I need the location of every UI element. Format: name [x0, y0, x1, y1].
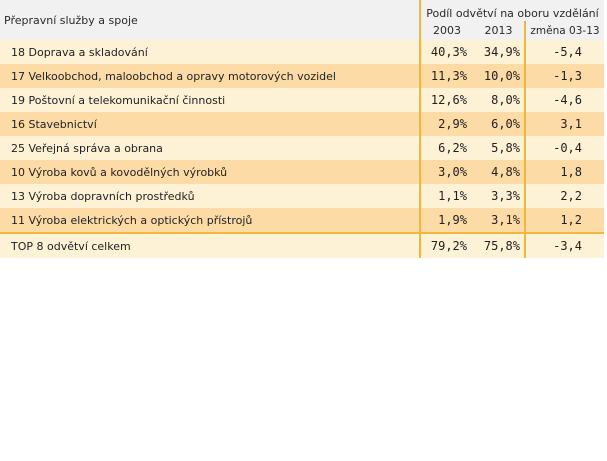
table-row: 18 Doprava a skladování 40,3% 34,9% -5,4	[0, 40, 604, 64]
row-label: 25 Veřejná správa a obrana	[0, 136, 420, 160]
value-2013: 3,3%	[473, 184, 525, 208]
value-2003: 2,9%	[419, 112, 473, 136]
total-change: -3,4	[524, 232, 604, 258]
value-2003: 12,6%	[419, 88, 473, 112]
value-2003: 40,3%	[419, 40, 473, 64]
value-2013: 4,8%	[473, 160, 525, 184]
value-change: -5,4	[524, 40, 604, 64]
total-2003: 79,2%	[419, 232, 473, 258]
total-label: TOP 8 odvětví celkem	[0, 232, 420, 258]
change-header: změna 03-13	[524, 21, 604, 40]
value-change: -1,3	[524, 64, 604, 88]
row-label: 10 Výroba kovů a kovodělných výrobků	[0, 160, 420, 184]
row-label: 16 Stavebnictví	[0, 112, 420, 136]
value-2013: 5,8%	[473, 136, 525, 160]
value-2013: 8,0%	[473, 88, 525, 112]
value-2003: 1,9%	[419, 208, 473, 233]
row-label: 17 Velkoobchod, maloobchod a opravy moto…	[0, 64, 420, 88]
table-row: 10 Výroba kovů a kovodělných výrobků 3,0…	[0, 160, 604, 184]
category-header: Přepravní služby a spoje	[0, 0, 420, 40]
table-row: 25 Veřejná správa a obrana 6,2% 5,8% -0,…	[0, 136, 604, 160]
year-2003-header: 2003	[419, 21, 473, 40]
row-label: 19 Poštovní a telekomunikační činnosti	[0, 88, 420, 112]
value-2013: 6,0%	[473, 112, 525, 136]
table-body: 18 Doprava a skladování 40,3% 34,9% -5,4…	[0, 40, 604, 258]
row-label: 11 Výroba elektrických a optických příst…	[0, 208, 420, 233]
value-change: 2,2	[524, 184, 604, 208]
table-row: 11 Výroba elektrických a optických příst…	[0, 208, 604, 233]
group-header: Podíl odvětví na oboru vzdělání	[419, 0, 604, 21]
table-row: 13 Výroba dopravních prostředků 1,1% 3,3…	[0, 184, 604, 208]
value-2013: 10,0%	[473, 64, 525, 88]
value-2003: 11,3%	[419, 64, 473, 88]
value-change: 3,1	[524, 112, 604, 136]
value-2003: 6,2%	[419, 136, 473, 160]
year-2013-header: 2013	[473, 21, 525, 40]
table-row: 19 Poštovní a telekomunikační činnosti 1…	[0, 88, 604, 112]
row-label: 18 Doprava a skladování	[0, 40, 420, 64]
total-row: TOP 8 odvětví celkem 79,2% 75,8% -3,4	[0, 232, 604, 258]
value-change: -4,6	[524, 88, 604, 112]
table-header: Přepravní služby a spoje Podíl odvětví n…	[0, 0, 604, 40]
value-2003: 1,1%	[419, 184, 473, 208]
value-2013: 3,1%	[473, 208, 525, 233]
total-2013: 75,8%	[473, 232, 525, 258]
value-change: 1,8	[524, 160, 604, 184]
value-change: 1,2	[524, 208, 604, 233]
value-2003: 3,0%	[419, 160, 473, 184]
row-label: 13 Výroba dopravních prostředků	[0, 184, 420, 208]
table-row: 17 Velkoobchod, maloobchod a opravy moto…	[0, 64, 604, 88]
value-2013: 34,9%	[473, 40, 525, 64]
sector-share-table: Přepravní služby a spoje Podíl odvětví n…	[0, 0, 604, 258]
value-change: -0,4	[524, 136, 604, 160]
table-row: 16 Stavebnictví 2,9% 6,0% 3,1	[0, 112, 604, 136]
